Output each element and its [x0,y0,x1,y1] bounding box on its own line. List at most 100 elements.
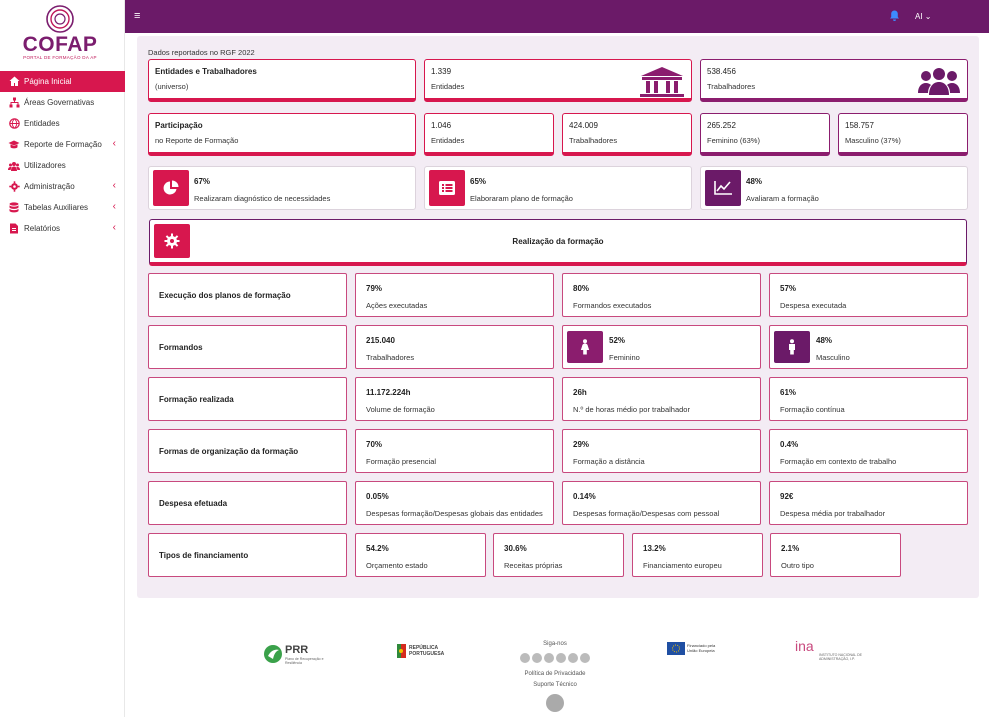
metric-value: 0.14% [573,492,596,501]
metric-value: 29% [573,440,590,449]
support-link[interactable]: Suporte Técnico [533,682,577,688]
metric-label: Financiamento europeu [643,561,722,570]
twitter-icon[interactable] [556,653,566,663]
card-value: 48% [746,177,763,186]
section-label: Execução dos planos de formação [148,273,347,317]
metric-card: 48% Masculino [769,325,968,369]
card-label: Avaliaram a formação [746,194,819,203]
evaluation-card: 48% Avaliaram a formação [700,166,968,210]
brand-name: COFAP [22,33,98,56]
workers-total-card: 538.456 Trabalhadores [700,59,968,102]
metric-card: 92€ Despesa média por trabalhador [769,481,968,525]
republica-text: REPÚBLICA PORTUGUESA [409,645,445,657]
sidebar-item-label: Página Inicial [24,77,72,86]
chevron-left-icon[interactable]: ‹ [112,180,116,191]
metric-label: Formação presencial [366,457,437,466]
participation-card: Participação no Reporte de Formação [148,113,416,156]
metric-label: Despesa média por trabalhador [780,509,886,518]
republica-logo: REPÚBLICA PORTUGUESA [397,644,467,664]
metric-value: 92€ [780,492,794,501]
card-value: 158.757 [845,121,874,130]
metric-label: Formandos executados [573,301,652,310]
metric-card: 54.2% Orçamento estado [355,533,486,577]
chevron-left-icon[interactable]: ‹ [112,138,116,149]
card-value: 265.252 [707,121,736,130]
card-label: Trabalhadores [569,136,618,145]
graduation-cap-icon [8,139,20,151]
footer: PRR Plano de Recuperação e Resiliência R… [125,620,989,717]
card-value: 65% [470,177,487,186]
accessibility-badge-icon[interactable] [546,694,564,712]
social-block: Siga-nos Política de Privacidade Suporte… [507,641,603,713]
cofap-logo[interactable]: COFAP PORTAL DE FORMAÇÃO DA AP [18,4,102,64]
sidebar-item-tabelas-auxiliares[interactable]: Tabelas Auxiliares ‹ [0,197,125,218]
panel-title: Dados reportados no RGF 2022 [148,48,255,57]
eu-flag-icon [667,642,685,655]
metric-label: Formação em contexto de trabalho [780,457,897,466]
metric-value: 48% [816,336,833,345]
entities-value: 1.339 [431,67,452,76]
chevron-left-icon[interactable]: ‹ [112,222,116,233]
privacy-link[interactable]: Política de Privacidade [524,671,586,677]
linkedin-icon[interactable] [532,653,542,663]
chevron-left-icon[interactable]: ‹ [112,201,116,212]
sidebar-item-entidades[interactable]: Entidades [0,113,125,134]
section-label: Tipos de financiamento [148,533,347,577]
pie-chart-icon [153,170,189,206]
sidebar-item-areas-governativas[interactable]: Áreas Governativas [0,92,125,113]
training-plan-card: 65% Elaboraram plano de formação [424,166,692,210]
sidebar-item-pagina-inicial[interactable]: Página Inicial [0,71,125,92]
metric-value: 70% [366,440,383,449]
metric-label: Despesas formação/Despesas globais das e… [366,509,543,518]
sidebar-item-reporte-de-formacao[interactable]: Reporte de Formação ‹ [0,134,125,155]
card-value: 424.009 [569,121,598,130]
section-label: Despesa efetuada [148,481,347,525]
sidebar-item-utilizadores[interactable]: Utilizadores [0,155,125,176]
metric-label: Ações executadas [366,301,428,310]
youtube-icon[interactable] [580,653,590,663]
user-menu[interactable]: AI ⌄ [915,12,932,21]
metric-card: 29% Formação a distância [562,429,761,473]
sidebar-nav: Página Inicial Áreas Governativas Entidade… [0,71,125,239]
facebook-icon[interactable] [544,653,554,663]
file-pdf-icon [8,223,20,235]
instagram-icon[interactable] [520,653,530,663]
social-icons [507,650,603,668]
eu-text: Financiado pela União Europeia [687,643,716,653]
line-chart-icon [705,170,741,206]
sidebar-item-label: Áreas Governativas [24,98,95,107]
metric-card: 79% Ações executadas [355,273,554,317]
menu-toggle-icon[interactable]: ≡ [134,10,141,22]
participation-entities-card: 1.046 Entidades [424,113,554,156]
card-label: Realizaram diagnóstico de necessidades [194,194,331,203]
eu-logo: Financiado pela União Europeia [667,642,727,656]
metric-card: 61% Formação contínua [769,377,968,421]
metric-card: 2.1% Outro tipo [770,533,901,577]
metric-label: Despesa executada [780,301,847,310]
card-label: Elaboraram plano de formação [470,194,573,203]
female-icon [567,331,603,363]
metric-value: 13.2% [643,544,666,553]
bell-icon[interactable] [889,10,900,22]
metric-label: Formação contínua [780,405,845,414]
metric-value: 0.4% [780,440,799,449]
sidebar-item-label: Reporte de Formação [24,140,102,149]
sidebar-item-relatorios[interactable]: Relatórios ‹ [0,218,125,239]
metric-value: 52% [609,336,626,345]
users-icon [8,160,20,172]
sidebar-item-label: Administração [24,182,75,191]
instagram-alt-icon[interactable] [568,653,578,663]
metric-label: Feminino [609,353,640,362]
flag-icon [397,644,406,658]
metric-card: 80% Formandos executados [562,273,761,317]
card-label: Participação [155,121,203,130]
sidebar-item-administracao[interactable]: Administração ‹ [0,176,125,197]
card-label: Masculino (37%) [845,136,901,145]
metric-label: Formação a distância [573,457,645,466]
workers-label: Trabalhadores [707,82,756,91]
institution-icon [640,67,684,97]
metric-value: 79% [366,284,383,293]
entities-total-card: 1.339 Entidades [424,59,692,102]
metric-label: Despesas formação/Despesas com pessoal [573,509,720,518]
metric-card: 215.040 Trabalhadores [355,325,554,369]
